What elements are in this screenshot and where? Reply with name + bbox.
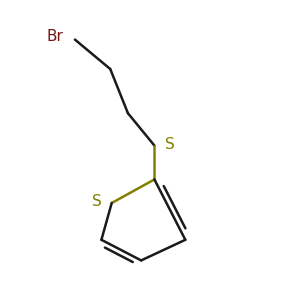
- Text: S: S: [165, 136, 175, 152]
- Text: Br: Br: [46, 29, 63, 44]
- Text: S: S: [92, 194, 101, 209]
